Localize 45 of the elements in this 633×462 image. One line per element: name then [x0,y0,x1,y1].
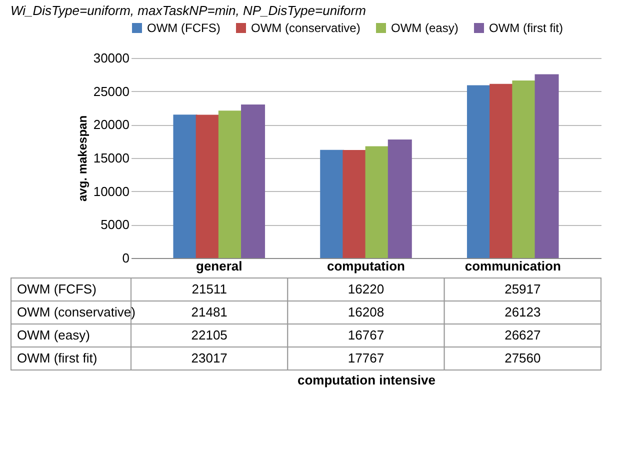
legend-label: OWM (FCFS) [147,21,220,35]
x-tick-label: computation [327,258,406,274]
y-tick-label: 10000 [93,184,130,199]
data-label: 26123 [504,304,541,320]
bar [490,84,514,258]
legend-label: OWM (easy) [391,21,458,35]
x-tick-label: general [196,258,242,274]
bar [342,150,367,258]
data-label: 16208 [348,304,384,320]
y-axis-title: avg. makespan [75,115,90,202]
data-label: 21481 [191,304,228,320]
y-tick-label: 25000 [93,84,130,99]
data-label: 21511 [192,282,227,296]
text: OWM (conservative) [17,304,136,320]
legend-label: OWM (first fit) [489,21,563,35]
data-label: 22105 [191,328,228,342]
data-label: 17767 [348,350,384,366]
y-tick-label: 5000 [100,217,130,232]
text: OWM (FCFS) [17,282,96,296]
data-label: 23017 [191,350,228,366]
bar [512,80,536,258]
bar [534,74,559,258]
data-label: 25917 [504,282,541,296]
bar [365,146,390,258]
data-label: 16767 [348,328,384,342]
text: computation intensive [298,372,436,388]
data-label: 16220 [348,282,384,296]
bar [173,114,198,258]
data-label: 26627 [504,328,541,342]
y-tick-label: 15000 [93,150,130,166]
bar [241,104,266,258]
bar [466,85,491,258]
text: OWM (easy) [17,328,90,342]
bar [218,110,242,258]
chart-title: Wi_DisType=uniform, maxTaskNP=min, NP_DisType=uniform [10,3,366,18]
bar [388,140,412,258]
y-tick-label: 20000 [93,117,130,132]
bar [320,150,344,258]
bar [196,114,220,258]
text: OWM (first fit) [17,350,98,366]
x-tick-label: communication [464,258,561,274]
legend-label: OWM (conservative) [251,21,360,35]
y-tick-label: 30000 [93,50,130,66]
y-tick-label: 0 [122,250,130,266]
data-label: 27560 [504,350,541,366]
